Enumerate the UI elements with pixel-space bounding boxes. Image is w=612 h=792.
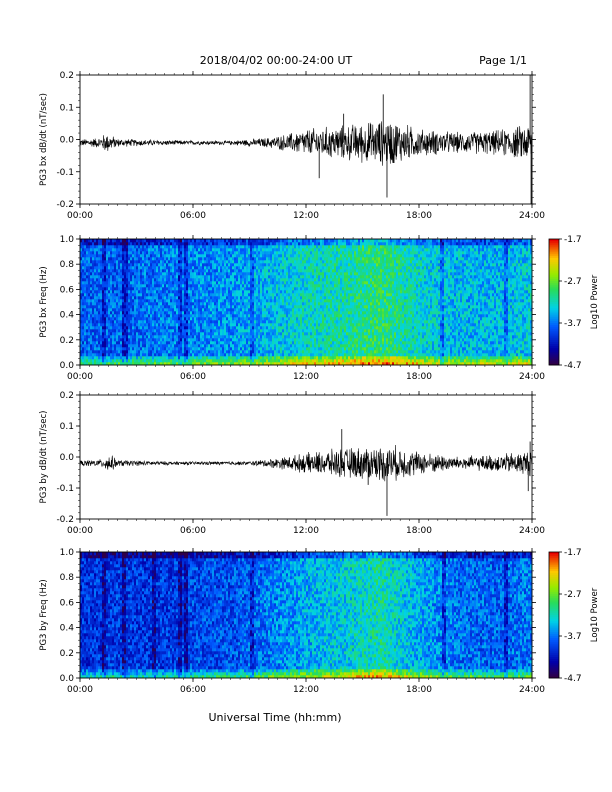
- panel-4: -1.7 -2.7 -3.7 -4.7 Log10 Power 1.0 0.8 0.6 0.4 0…: [39, 548, 600, 695]
- x-tick-label: 06:00: [180, 211, 206, 221]
- colorbar-label: Log10 Power: [590, 587, 600, 642]
- y-tick-label: -0.1: [56, 168, 74, 178]
- colorbar-tick-label: -2.7: [564, 277, 582, 287]
- x-tick-label: 18:00: [406, 685, 432, 695]
- y-axis-label: PG3 by Freq (Hz): [39, 579, 49, 650]
- plot-frame: [79, 74, 533, 205]
- panel-1: 0.2 0.1 0.0 -0.1 -0.200:00 06:00 12:00 18:00 24:…: [39, 71, 545, 221]
- y-tick-label: 0.8: [60, 573, 75, 583]
- signal-trace: [79, 121, 533, 166]
- x-tick-label: 24:00: [519, 685, 545, 695]
- colorbar-tick-label: -1.7: [564, 235, 582, 245]
- y-tick-label: 0.4: [60, 624, 75, 634]
- y-tick-label: 0.8: [60, 260, 75, 270]
- y-tick-label: -0.1: [56, 484, 74, 494]
- x-tick-label: 00:00: [67, 526, 93, 536]
- colorbar-tick-label: -3.7: [564, 632, 582, 642]
- x-tick-label: 24:00: [519, 372, 545, 382]
- y-axis-label: PG3 bx dB/dt (nT/sec): [39, 93, 49, 186]
- signal-trace: [79, 444, 533, 482]
- y-tick-label: 0.1: [60, 422, 74, 432]
- x-tick-label: 12:00: [293, 685, 319, 695]
- y-tick-label: 1.0: [60, 235, 75, 245]
- y-tick-label: 0.0: [60, 361, 75, 371]
- spectrogram-cells: [80, 239, 533, 366]
- spectrogram-cells: [80, 552, 533, 679]
- colorbar-tick-label: -3.7: [564, 319, 582, 329]
- panels-group: 0.20.10.0-0.1-0.200:00 06:00 12:00 18:00 24:…: [39, 71, 600, 695]
- y-tick-label: 0.2: [60, 71, 74, 81]
- y-tick-label: -0.2: [56, 515, 74, 525]
- x-tick-label: 18:00: [406, 526, 432, 536]
- colorbar-tick-label: -4.7: [564, 361, 582, 371]
- x-tick-label: 06:00: [180, 526, 206, 536]
- y-tick-label: 0.2: [60, 391, 74, 401]
- y-tick-label: 0.6: [60, 598, 75, 608]
- colorbar-frame: [548, 238, 560, 366]
- y-tick-label: 0.2: [60, 336, 74, 346]
- y-axis-label: PG3 bx Freq (Hz): [39, 266, 49, 337]
- y-tick-label: 0.0: [60, 674, 75, 684]
- colorbar-tick-label: -1.7: [564, 548, 582, 558]
- x-tick-label: 18:00: [406, 211, 432, 221]
- x-tick-label: 24:00: [519, 526, 545, 536]
- panel-2: -1.7 -2.7 -3.7 -4.7 Log10 Power 1.0 0.8 0.6 0.4 0…: [39, 235, 600, 382]
- colorbar-label: Log10 Power: [590, 274, 600, 329]
- y-tick-label: 0.2: [60, 649, 74, 659]
- y-tick-label: 0.4: [60, 311, 75, 321]
- x-axis-label: Universal Time (hh:mm): [209, 711, 342, 724]
- x-tick-label: 00:00: [67, 372, 93, 382]
- panel-3: 0.2 0.1 0.0 -0.1 -0.200:00 06:00 12:00 18:00 24:…: [39, 391, 545, 536]
- page-indicator: Page 1/1: [479, 54, 527, 67]
- x-tick-label: 00:00: [67, 211, 93, 221]
- y-tick-label: 0.0: [60, 453, 75, 463]
- chart-title: 2018/04/02 00:00-24:00 UT: [200, 54, 353, 67]
- y-tick-label: 0.0: [60, 136, 75, 146]
- x-tick-label: 12:00: [293, 526, 319, 536]
- x-tick-label: 00:00: [67, 685, 93, 695]
- y-tick-label: -0.2: [56, 200, 74, 210]
- y-tick-label: 0.6: [60, 285, 75, 295]
- colorbar: -1.7 -2.7 -3.7 -4.7 Log10 Power: [548, 548, 600, 684]
- colorbar-tick-label: -4.7: [564, 674, 582, 684]
- x-tick-label: 06:00: [180, 372, 206, 382]
- x-tick-label: 18:00: [406, 372, 432, 382]
- y-tick-label: 0.1: [60, 103, 74, 113]
- x-tick-label: 24:00: [519, 211, 545, 221]
- colorbar-frame: [548, 551, 560, 679]
- y-axis-label: PG3 by dB/dt (nT/sec): [39, 411, 49, 504]
- x-tick-label: 12:00: [293, 372, 319, 382]
- x-tick-label: 06:00: [180, 685, 206, 695]
- colorbar-tick-label: -2.7: [564, 590, 582, 600]
- plot-frame: [79, 394, 533, 520]
- colorbar: -1.7 -2.7 -3.7 -4.7 Log10 Power: [548, 235, 600, 371]
- x-tick-label: 12:00: [293, 211, 319, 221]
- y-tick-label: 1.0: [60, 548, 75, 558]
